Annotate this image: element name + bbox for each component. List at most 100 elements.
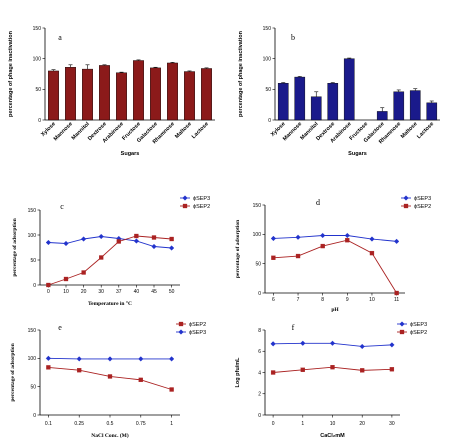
x-tick-label: 40: [134, 289, 140, 295]
chart-a: 0 50 100 150 percentage of phage inactivatio…: [8, 26, 215, 157]
data-point: [169, 387, 174, 392]
legend-label: ϕSEP3: [414, 196, 431, 202]
bar-maltose: [184, 71, 195, 121]
x-tick-label: 0: [272, 421, 275, 427]
bar-mannitol: [310, 96, 322, 121]
data-point: [138, 377, 143, 383]
data-point: [345, 238, 350, 243]
x-tick-label: 6: [272, 297, 275, 303]
x-tick-label: 30: [98, 289, 104, 295]
y-axis-title: percentage of adsorption: [10, 343, 16, 401]
x-tick-label: 0.75: [136, 421, 146, 427]
x-tick-label: 0.5: [107, 421, 114, 427]
bar-mannose: [65, 67, 76, 121]
data-point: [116, 239, 121, 244]
data-point: [300, 367, 305, 372]
data-point: [270, 235, 277, 242]
bar-mannitol: [82, 68, 93, 121]
y-axis-title: percentage of phage inactivation: [238, 30, 244, 117]
x-category-label: Lactose: [416, 121, 435, 140]
data-point: [45, 355, 52, 361]
y-tick-label: 100: [253, 232, 262, 238]
x-tick-label: 1: [301, 421, 304, 427]
chart-f: 0 2 4 6 8 Log pfu/mL 0 1 10 20 30 ϕSEP3 ϕSEP2 CaCl₂mM…: [235, 321, 427, 439]
bar-lactose: [201, 68, 212, 121]
legend-marker: [178, 329, 184, 335]
bar-dextrose: [327, 82, 339, 121]
legend-marker: [399, 329, 405, 335]
series-line: [273, 235, 397, 242]
data-point: [320, 243, 325, 249]
legend-marker: [399, 321, 405, 327]
data-point: [369, 236, 375, 242]
bar-rhamnose: [167, 62, 178, 121]
data-point: [107, 356, 113, 362]
chart-panel-a: 0 50 100 150 percentage of phage inactivatio…: [0, 0, 225, 160]
panel-letter: f: [292, 323, 295, 332]
x-axis-title: NaCl Conc. (M): [91, 432, 129, 439]
data-point: [46, 282, 51, 288]
y-tick-label: 50: [30, 384, 36, 390]
legend-marker: [403, 195, 409, 201]
data-point: [46, 365, 51, 370]
data-point: [300, 340, 306, 346]
y-tick-label: 150: [263, 26, 272, 32]
y-tick-label: 150: [28, 328, 37, 334]
data-point: [393, 238, 400, 244]
chart-d: 0 50 100 150 percentage of adsorption 6 7 8 9 10 1…: [235, 195, 431, 313]
data-point: [330, 365, 335, 370]
series-line: [48, 236, 172, 249]
data-point: [133, 238, 140, 244]
bar-fructose: [133, 60, 144, 121]
data-point: [80, 236, 87, 242]
data-point: [270, 370, 276, 375]
y-axis-title: percentage of phage inactivation: [8, 30, 14, 117]
bar-galactose: [150, 67, 161, 121]
data-point: [63, 240, 69, 247]
y-axis-title: percentage of adsorption: [235, 220, 241, 278]
y-tick-label: 4: [258, 370, 261, 376]
legend-marker: [182, 195, 188, 201]
legend-marker: [403, 203, 409, 209]
y-tick-label: 8: [258, 328, 261, 334]
bar-rhamnose: [393, 91, 405, 121]
data-point: [77, 368, 82, 373]
x-category-label: Mannose: [53, 121, 74, 142]
data-point: [63, 276, 69, 282]
data-point: [134, 233, 139, 239]
legend-label: ϕSEP3: [193, 196, 210, 202]
data-point: [81, 270, 86, 275]
y-axis-title: Log pfu/mL: [235, 357, 241, 388]
chart-panel-e: 0 50 100 150 percentage of adsorption 0.1 0.25…: [0, 310, 225, 444]
data-point: [270, 341, 276, 347]
bar-xylose: [48, 70, 59, 121]
data-point: [369, 250, 375, 256]
panel-letter: c: [60, 202, 64, 211]
y-tick-label: 100: [263, 56, 272, 62]
chart-panel-c: 0 50 100 150 percentage of adsorption 0 10 20 30…: [0, 185, 225, 310]
x-tick-label: 20: [359, 421, 365, 427]
data-point: [151, 235, 157, 240]
x-tick-label: 50: [169, 289, 175, 295]
y-tick-label: 150: [33, 26, 42, 32]
chart-panel-b: 0 50 100 150 percentage of phage inactivatio…: [225, 0, 450, 160]
legend-label: ϕSEP3: [410, 322, 427, 328]
data-point: [329, 340, 336, 346]
chart-b: 0 50 100 150 percentage of phage inactivatio…: [238, 26, 440, 157]
x-category-label: Maltose: [174, 121, 193, 140]
x-tick-label: 45: [151, 289, 157, 295]
x-tick-label: 8: [321, 297, 324, 303]
y-tick-label: 100: [33, 56, 42, 62]
x-tick-label: 10: [63, 289, 69, 295]
bar-lactose: [426, 102, 438, 121]
data-point: [99, 255, 104, 260]
y-tick-label: 0: [258, 413, 261, 419]
legend-marker: [178, 321, 184, 327]
x-tick-label: 37: [116, 289, 122, 295]
x-tick-label: 10: [369, 297, 375, 303]
data-point: [359, 343, 365, 350]
x-tick-label: 0.1: [45, 421, 52, 427]
data-point: [45, 239, 52, 246]
panel-letter: b: [291, 33, 295, 42]
data-point: [138, 356, 144, 362]
